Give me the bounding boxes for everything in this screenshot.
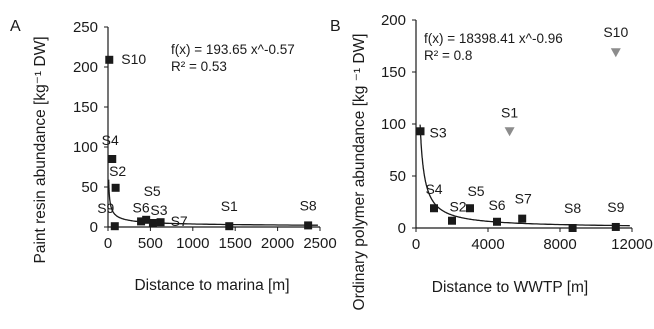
- point-label-s6: S6: [133, 199, 150, 215]
- x-tick-label: 500: [138, 235, 163, 252]
- point-label-s10: S10: [121, 51, 146, 67]
- point-label-s8: S8: [564, 200, 581, 216]
- y-tick-label: 250: [73, 19, 98, 36]
- x-tick-label: 1500: [219, 235, 252, 252]
- data-point-s5: [142, 215, 151, 224]
- y-tick-label: 0: [398, 220, 406, 237]
- x-tick-label: 2500: [303, 235, 336, 252]
- x-tick-label: 2000: [261, 235, 294, 252]
- point-label-s7: S7: [171, 213, 188, 229]
- y-tick-label: 100: [73, 139, 98, 156]
- data-point-s3: [148, 219, 157, 227]
- point-label-s1: S1: [501, 104, 518, 120]
- data-point-s9: [611, 222, 620, 231]
- x-tick-label: 8000: [543, 236, 576, 253]
- x-tick-label: 1000: [176, 235, 209, 252]
- y-tick-label: 150: [73, 99, 98, 116]
- point-label-s1: S1: [221, 198, 238, 214]
- point-label-s3: S3: [430, 124, 447, 140]
- x-tick-label: 0: [104, 235, 112, 252]
- point-label-s2: S2: [449, 199, 466, 215]
- x-tick-label: 4000: [471, 236, 504, 253]
- y-tick-label: 200: [73, 59, 98, 76]
- data-point-s7: [518, 214, 527, 223]
- data-point-s10: [610, 48, 621, 58]
- data-point-s8: [568, 224, 577, 232]
- y-tick-label: 100: [381, 116, 406, 133]
- chart-a-ticks: 0 500 1000 1500 2000 2500 0 50 100 150 200 250: [73, 19, 337, 252]
- data-point-s6: [137, 217, 146, 226]
- y-tick-label: 50: [81, 179, 98, 196]
- data-point-s6: [493, 217, 501, 226]
- data-point-s10: [105, 55, 114, 64]
- chart-a-r2: R² = 0.53: [171, 59, 227, 74]
- data-point-s1: [225, 222, 234, 231]
- data-point-s2: [111, 183, 120, 192]
- point-label-s10: S10: [603, 24, 628, 40]
- data-point-s1: [504, 127, 515, 137]
- point-label-s2: S2: [109, 163, 126, 179]
- y-tick-label: 150: [381, 64, 406, 81]
- data-point-s4: [430, 204, 438, 213]
- chart-b-fit-curve: [419, 124, 630, 227]
- data-point-s4: [108, 155, 117, 163]
- data-point-s5: [466, 204, 474, 213]
- y-tick-label: 200: [381, 12, 406, 29]
- data-point-s2: [448, 216, 456, 225]
- chart-a-fit-curve: [108, 179, 318, 226]
- point-label-s5: S5: [144, 183, 161, 199]
- chart-a: A 0 500 1000 1500 2000 2500 0 50 100 150 200 250 S1…: [10, 18, 337, 294]
- chart-a-ylabel: Paint resin abundance [kg⁻¹ DW]: [32, 36, 49, 263]
- data-point-s9: [110, 222, 119, 231]
- point-label-s9: S9: [607, 199, 624, 215]
- point-label-s8: S8: [300, 197, 317, 213]
- data-point-s7: [156, 218, 165, 227]
- x-tick-label: 0: [412, 236, 420, 253]
- chart-b-ticks: 0 4000 8000 12000 0 50 100 150 200: [381, 12, 653, 253]
- point-label-s3: S3: [150, 202, 167, 218]
- chart-a-xlabel: Distance to marina [m]: [134, 277, 289, 294]
- point-label-s6: S6: [488, 197, 505, 213]
- x-tick-label: 12000: [611, 236, 653, 253]
- point-label-s9: S9: [97, 200, 114, 216]
- panel-b-label: B: [330, 18, 341, 35]
- data-point-s3: [416, 127, 425, 136]
- point-label-s4: S4: [425, 181, 442, 197]
- point-label-s7: S7: [515, 191, 532, 207]
- point-label-s4: S4: [102, 132, 119, 148]
- panel-a-label: A: [10, 18, 21, 35]
- chart-a-equation: f(x) = 193.65 x^-0.57: [171, 42, 295, 57]
- y-tick-label: 50: [389, 168, 406, 185]
- data-point-s8: [304, 221, 313, 230]
- chart-b-ylabel: Ordinary polymer abundance [kg ⁻¹ DW]: [351, 34, 368, 311]
- chart-b-r2: R² = 0.8: [424, 48, 472, 63]
- point-label-s5: S5: [467, 183, 484, 199]
- chart-b-xlabel: Distance to WWTP [m]: [432, 279, 588, 296]
- chart-b-equation: f(x) = 18398.41 x^-0.96: [424, 31, 563, 46]
- y-tick-label: 0: [90, 219, 98, 236]
